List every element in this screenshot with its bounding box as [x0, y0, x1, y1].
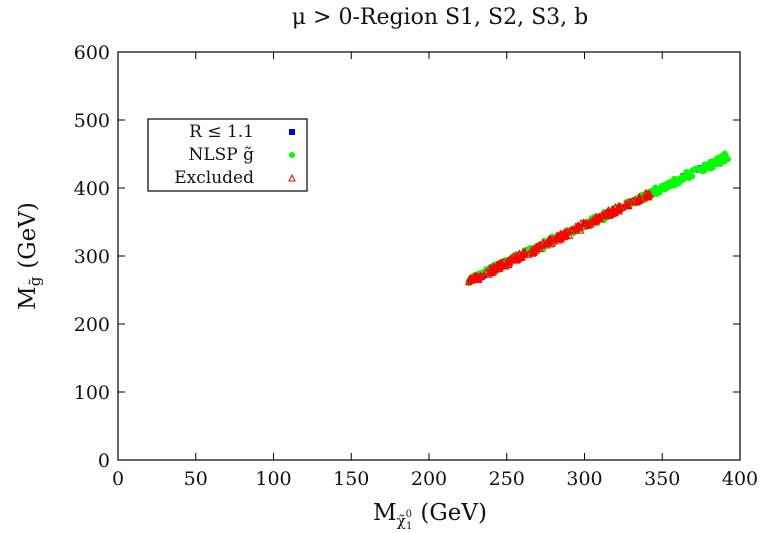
data-point-triangle: [471, 271, 480, 279]
x-tick-label: 50: [184, 468, 208, 490]
y-tick-label: 0: [98, 450, 110, 472]
data-point-circle: [692, 165, 699, 172]
data-point-circle: [689, 173, 696, 180]
plot-frame: [117, 51, 741, 461]
x-axis-label-subsub: 1: [406, 521, 412, 532]
legend-label-r: R ≤ 1.1: [189, 122, 254, 142]
data-point-triangle: [641, 188, 650, 197]
data-point-triangle: [555, 233, 564, 242]
data-point-triangle: [639, 193, 648, 202]
y-axis: 0 100 200 300 400 500 600: [74, 42, 740, 472]
data-point-triangle: [536, 244, 544, 253]
data-point-circle: [701, 162, 708, 169]
data-point-triangle: [608, 205, 617, 213]
legend-marker-triangle: [288, 173, 296, 182]
y-tick-label: 500: [74, 110, 110, 132]
x-tick-label: 150: [333, 468, 369, 490]
data-point-triangle: [471, 274, 480, 282]
y-tick-label: 100: [74, 382, 110, 404]
x-axis-label-subscript: χ̃: [397, 512, 406, 530]
data-point-triangle: [484, 270, 493, 278]
data-point-triangle: [623, 201, 632, 210]
data-points: [464, 150, 731, 287]
chart-title: μ > 0-Region S1, S2, S3, b: [292, 5, 589, 30]
x-axis-label: Mχ̃0 1 (GeV): [373, 500, 487, 532]
y-axis-label-unit: (GeV): [15, 202, 41, 269]
data-point-circle: [673, 179, 680, 186]
y-tick-label: 200: [74, 314, 110, 336]
data-point-triangle: [477, 272, 486, 280]
data-point-triangle: [474, 275, 483, 284]
legend: R ≤ 1.1 NLSP g̃ Excluded: [147, 118, 308, 192]
legend-box: [147, 118, 308, 192]
data-point-circle: [708, 165, 715, 172]
data-point-triangle: [618, 203, 626, 211]
data-point-triangle: [575, 222, 584, 231]
data-point-circle: [682, 173, 689, 180]
data-point-triangle: [624, 201, 633, 209]
data-point-triangle: [480, 270, 488, 278]
data-point-circle: [721, 156, 728, 163]
data-point-triangle: [644, 191, 653, 199]
data-point-triangle: [505, 257, 514, 266]
data-point-triangle: [571, 222, 580, 230]
x-tick-label: 200: [411, 468, 447, 490]
data-point-triangle: [512, 255, 521, 264]
x-tick-label: 250: [489, 468, 525, 490]
data-point-triangle: [598, 211, 607, 220]
data-point-triangle: [527, 245, 536, 254]
data-point-circle: [707, 158, 714, 165]
data-point-triangle: [489, 264, 498, 273]
x-tick-label: 0: [112, 468, 124, 490]
data-point-triangle: [562, 229, 571, 238]
data-point-triangle: [595, 212, 604, 221]
data-point-circle: [660, 185, 667, 192]
data-point-triangle: [544, 236, 553, 244]
data-point-triangle: [586, 217, 595, 226]
legend-marker-circle: [289, 152, 295, 158]
data-point-triangle: [556, 229, 565, 238]
x-axis-label-sup: 0: [406, 509, 412, 520]
data-point-triangle: [608, 207, 617, 216]
data-point-circle: [665, 179, 672, 186]
x-axis: 0 50 100 150 200 250 300 350 400: [112, 52, 758, 490]
x-tick-label: 300: [566, 468, 602, 490]
legend-marker-square: [289, 129, 295, 135]
x-tick-label: 350: [644, 468, 680, 490]
data-point-triangle: [628, 196, 637, 205]
legend-label-nlsp: NLSP g̃: [188, 145, 254, 165]
data-point-triangle: [592, 212, 600, 220]
y-tick-label: 300: [74, 246, 110, 268]
data-point-triangle: [529, 244, 538, 253]
x-axis-label-main: M: [373, 500, 397, 526]
x-axis-label-unit: (GeV): [420, 500, 487, 526]
data-point-triangle: [625, 197, 633, 206]
data-point-triangle: [544, 238, 552, 246]
data-point-circle: [714, 158, 721, 165]
data-point-circle: [650, 186, 657, 193]
data-point-triangle: [524, 250, 533, 258]
data-point-triangle: [584, 219, 593, 227]
x-tick-label: 400: [722, 468, 758, 490]
y-axis-label-subscript: g̃: [26, 276, 44, 286]
legend-label-excluded: Excluded: [174, 168, 254, 188]
data-point-triangle: [496, 262, 504, 271]
data-point-triangle: [634, 196, 642, 205]
y-tick-label: 600: [74, 42, 110, 64]
y-axis-label-main: M: [15, 286, 41, 310]
data-point-triangle: [517, 251, 526, 260]
y-axis-label: Mg̃ (GeV): [15, 202, 44, 310]
data-point-triangle: [614, 202, 623, 211]
data-point-triangle: [600, 210, 609, 219]
y-tick-label: 400: [74, 178, 110, 200]
data-point-triangle: [577, 218, 585, 227]
data-point-circle: [699, 168, 706, 175]
x-tick-label: 100: [255, 468, 291, 490]
